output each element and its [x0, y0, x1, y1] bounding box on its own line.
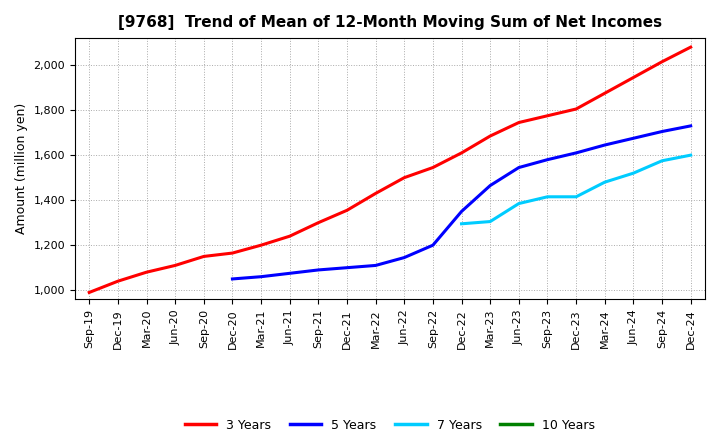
Title: [9768]  Trend of Mean of 12-Month Moving Sum of Net Incomes: [9768] Trend of Mean of 12-Month Moving … — [118, 15, 662, 30]
Legend: 3 Years, 5 Years, 7 Years, 10 Years: 3 Years, 5 Years, 7 Years, 10 Years — [180, 414, 600, 436]
Y-axis label: Amount (million yen): Amount (million yen) — [15, 103, 28, 234]
